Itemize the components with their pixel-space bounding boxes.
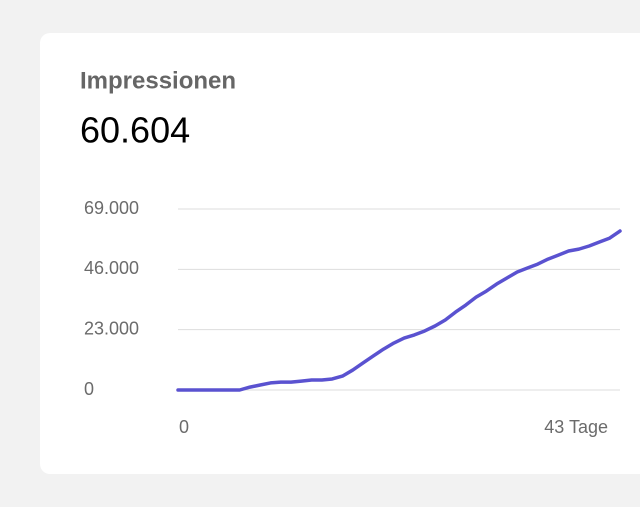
x-tick-label: 43 Tage — [544, 417, 608, 437]
headline-value: 60.604 — [80, 110, 190, 151]
y-tick-label: 69.000 — [84, 198, 139, 218]
card — [40, 33, 640, 474]
chart-title: Impressionen — [80, 67, 236, 94]
y-tick-label: 23.000 — [84, 318, 139, 338]
x-tick-label: 0 — [179, 417, 189, 437]
y-tick-label: 0 — [84, 379, 94, 399]
data-line — [176, 229, 622, 392]
y-tick-label: 46.000 — [84, 258, 139, 278]
